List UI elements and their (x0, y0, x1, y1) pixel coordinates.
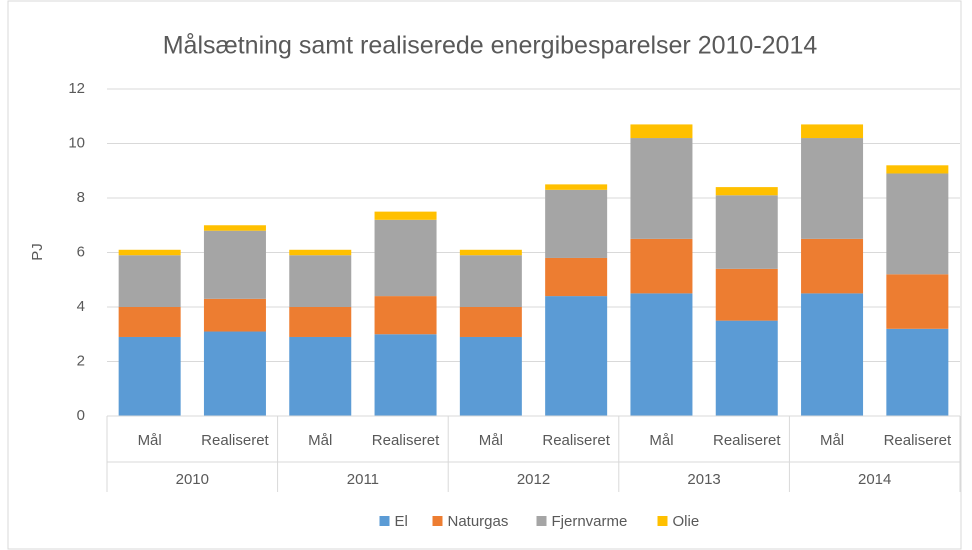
legend-label: Olie (673, 513, 700, 530)
bar-segment (459, 307, 522, 337)
chart-title: Målsætning samt realiserede energibespar… (163, 32, 818, 60)
bar-segment (118, 307, 181, 337)
x-tick-label: Realiseret (542, 432, 610, 449)
bar-segment (715, 268, 778, 321)
x-tick-label: Mål (479, 432, 503, 449)
legend-label: El (395, 513, 408, 530)
bar-segment (630, 238, 693, 294)
y-tick-label: 6 (77, 243, 85, 260)
group-label: 2011 (347, 471, 379, 488)
bar-segment (545, 189, 608, 258)
x-tick-label: Mål (820, 432, 844, 449)
bar-segment (374, 296, 437, 335)
y-tick-label: 12 (68, 80, 85, 97)
group-label: 2014 (858, 471, 891, 488)
bar-segment (801, 293, 864, 416)
bar-segment (545, 296, 608, 416)
legend-swatch (432, 516, 443, 526)
bar-segment (459, 255, 522, 307)
group-label: 2013 (687, 471, 720, 488)
bar-segment (886, 173, 949, 275)
x-tick-label: Realiseret (372, 432, 440, 449)
group-label: 2010 (176, 471, 209, 488)
bar-segment (203, 230, 266, 299)
bar-segment (289, 307, 352, 337)
legend-swatch (379, 516, 390, 526)
bar-segment (459, 336, 522, 416)
legend-label: Naturgas (448, 513, 509, 530)
y-tick-label: 10 (68, 134, 85, 151)
x-tick-label: Mål (308, 432, 332, 449)
bar-segment (715, 320, 778, 416)
x-tick-label: Realiseret (201, 432, 269, 449)
y-axis-label: PJ (29, 243, 46, 261)
y-tick-label: 2 (77, 352, 85, 369)
bar-segment (801, 138, 864, 239)
bar-segment (203, 298, 266, 332)
bar-segment (545, 257, 608, 297)
bar-segment (118, 255, 181, 307)
bar-segment (374, 219, 437, 297)
bar-segment (545, 184, 608, 190)
legend-swatch (536, 516, 547, 526)
bar-segment (374, 211, 437, 220)
bar-segment (118, 249, 181, 256)
bar-segment (715, 195, 778, 269)
bar-segment (801, 238, 864, 294)
y-tick-label: 0 (77, 407, 85, 424)
bar-segment (459, 249, 522, 256)
bar-segment (886, 328, 949, 416)
y-tick-label: 8 (77, 189, 85, 206)
bar-segment (801, 124, 864, 139)
bar-segment (289, 249, 352, 256)
bar-segment (289, 255, 352, 307)
bar-segment (886, 165, 949, 174)
x-tick-label: Mål (138, 432, 162, 449)
x-tick-label: Realiseret (713, 432, 781, 449)
bar-segment (886, 274, 949, 329)
x-tick-label: Realiseret (884, 432, 952, 449)
legend-swatch (657, 516, 668, 526)
legend-label: Fjernvarme (552, 513, 628, 530)
group-label: 2012 (517, 471, 550, 488)
bar-segment (203, 331, 266, 416)
bar-segment (630, 293, 693, 416)
x-tick-label: Mål (649, 432, 673, 449)
bar-segment (203, 225, 266, 231)
bar-segment (289, 336, 352, 416)
bar-segment (118, 336, 181, 416)
bar-segment (374, 334, 437, 416)
bar-segment (715, 187, 778, 196)
y-tick-label: 4 (77, 298, 85, 315)
bar-segment (630, 138, 693, 239)
bar-segment (630, 124, 693, 139)
